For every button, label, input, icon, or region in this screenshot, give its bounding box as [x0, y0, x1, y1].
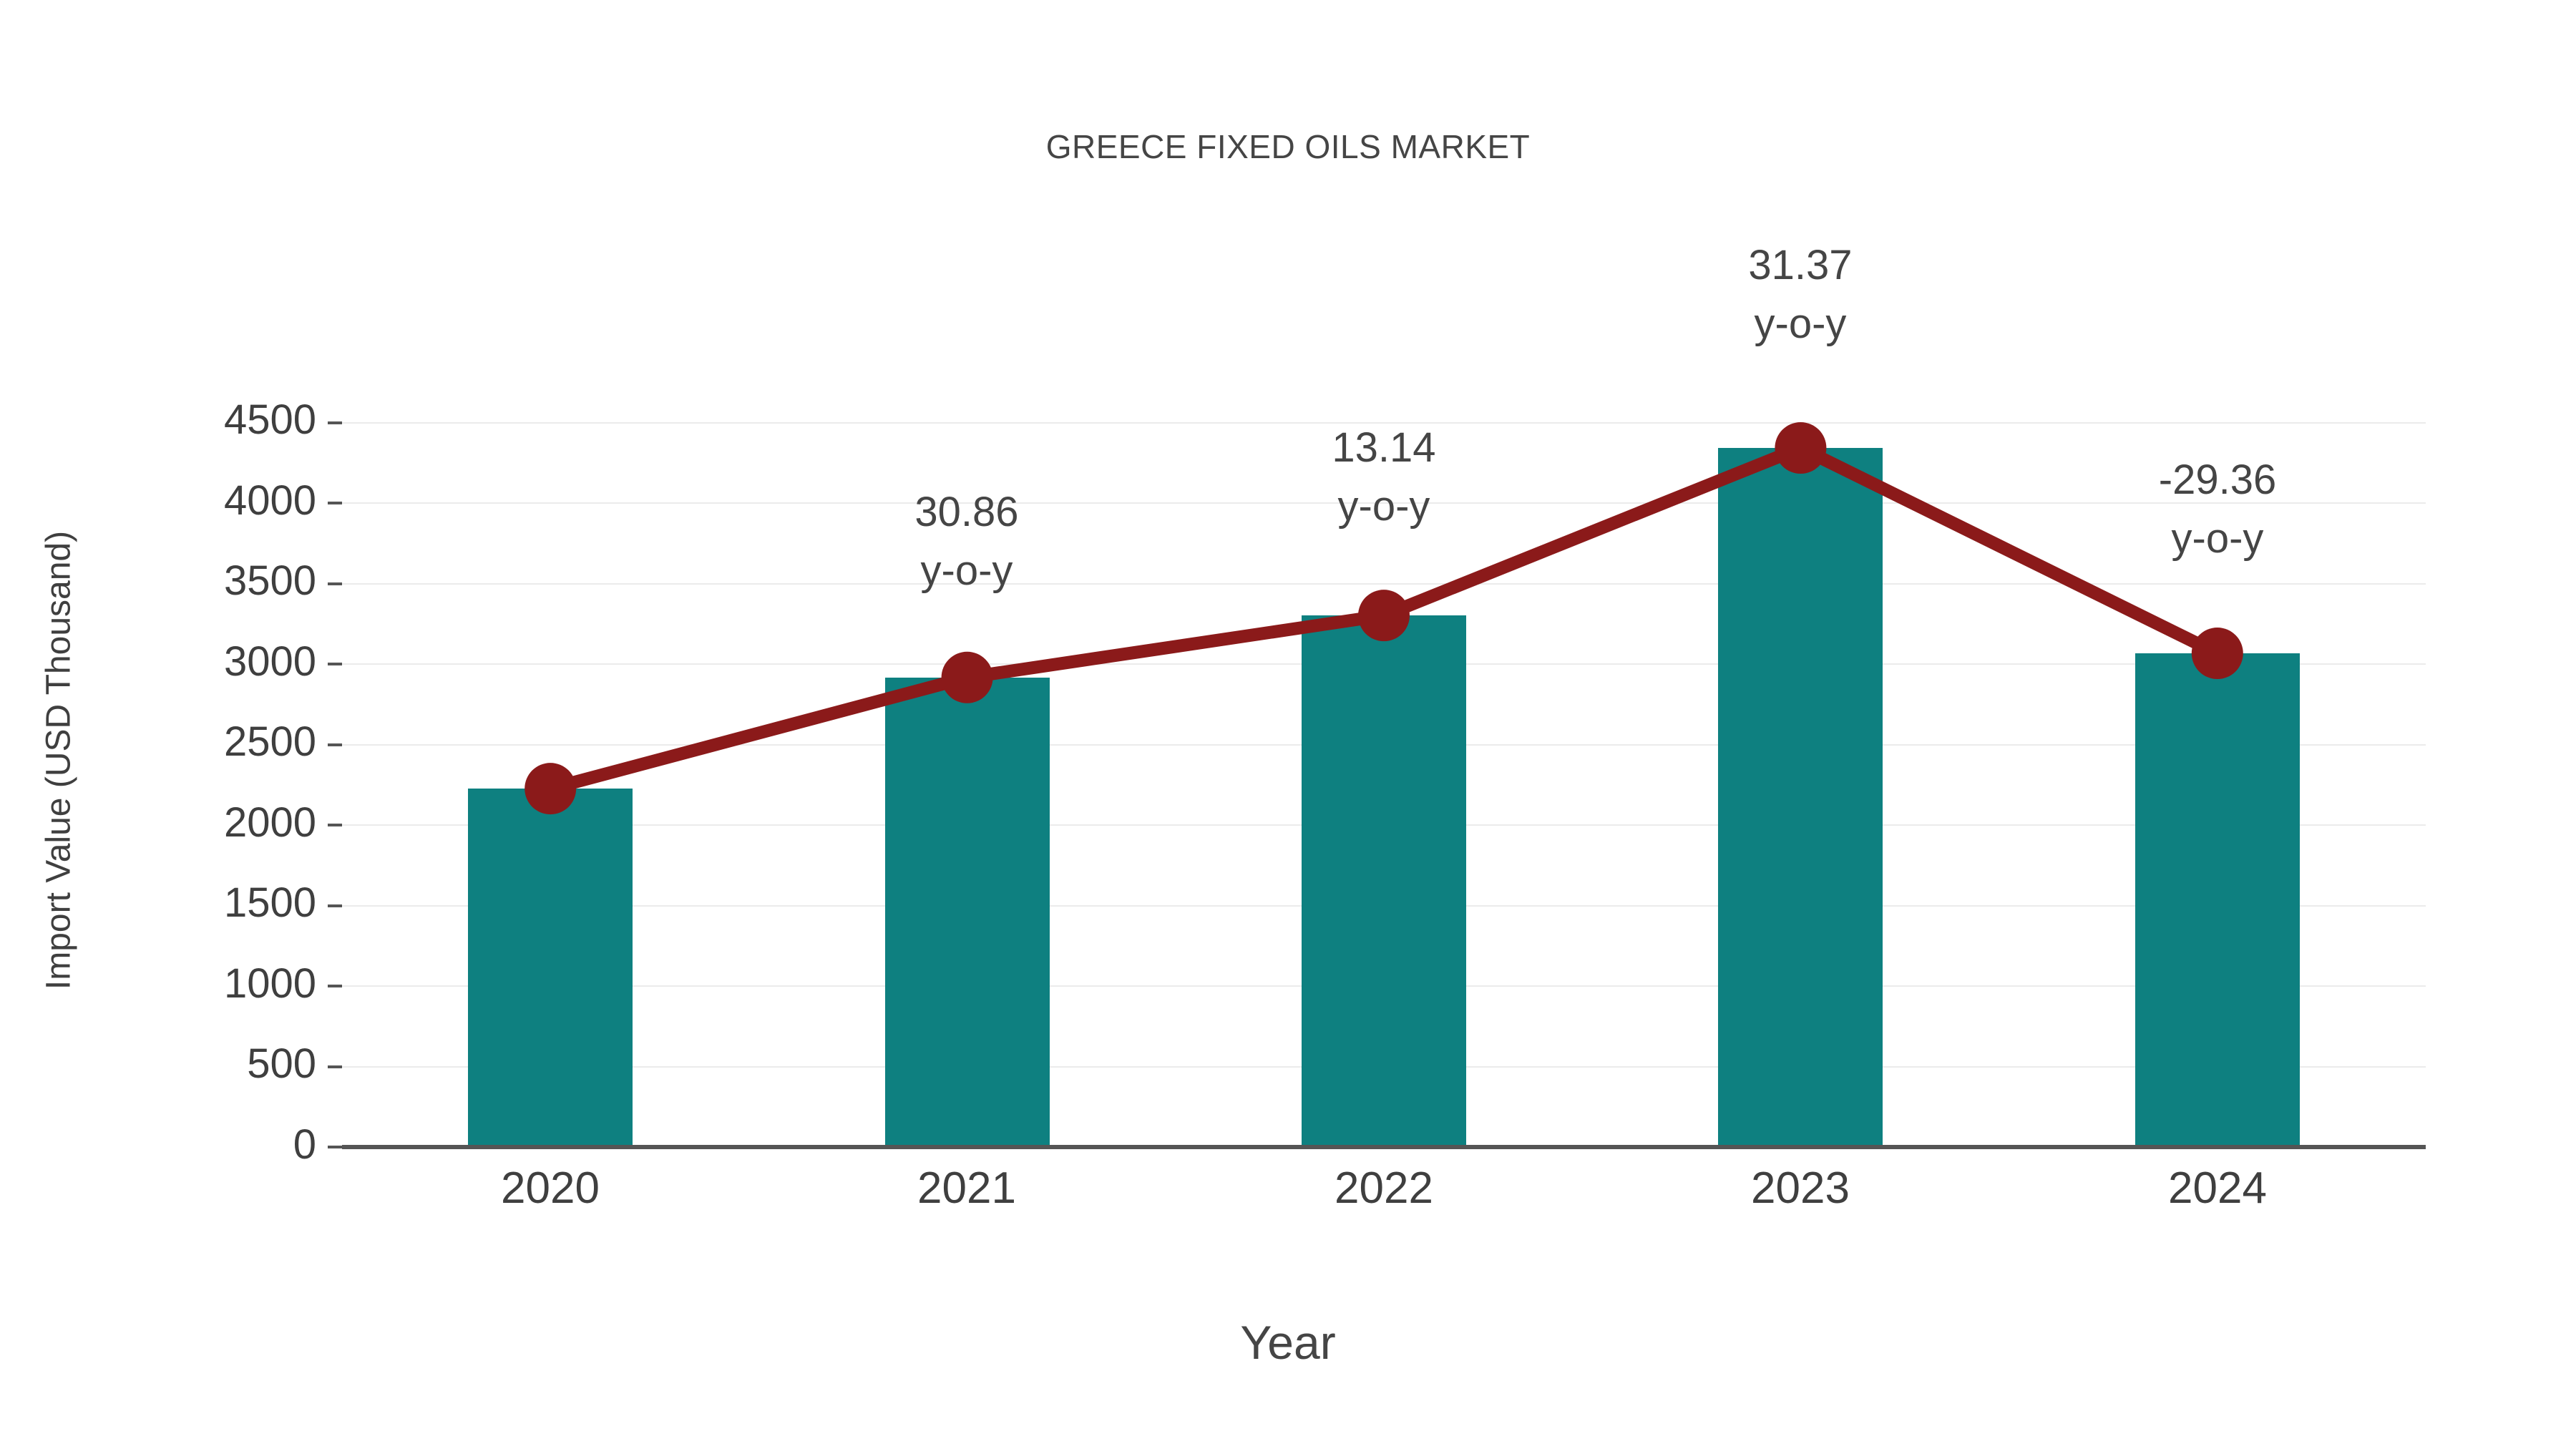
x-axis-title: Year — [1240, 1316, 1336, 1369]
x-tick-label-2023: 2023 — [1751, 1163, 1850, 1213]
y-tick-label-3000: 3000 — [223, 638, 316, 685]
x-tick-label-2024: 2024 — [2168, 1163, 2267, 1213]
annotation-2024-suffix: y-o-y — [2171, 515, 2264, 562]
bar-2021[interactable] — [884, 677, 1050, 1147]
y-tick-label-2000: 2000 — [223, 799, 316, 846]
y-tick-mark-4000 — [328, 502, 342, 504]
y-tick-mark-1500 — [328, 904, 342, 907]
y-tick-label-3500: 3500 — [223, 557, 316, 604]
annotation-2021-value: 30.86 — [914, 489, 1019, 535]
annotation-2022-suffix: y-o-y — [1337, 483, 1430, 530]
y-tick-label-4500: 4500 — [223, 396, 316, 443]
gridline-4500 — [342, 422, 2426, 424]
gridline-3500 — [342, 583, 2426, 585]
annotation-2024-value: -29.36 — [2158, 457, 2277, 503]
y-tick-label-4000: 4000 — [223, 477, 316, 524]
y-axis-title: Import Value (USD Thousand) — [39, 530, 78, 990]
y-tick-mark-4500 — [328, 421, 342, 424]
y-tick-mark-500 — [328, 1065, 342, 1068]
y-tick-mark-2500 — [328, 743, 342, 746]
y-tick-mark-0 — [328, 1146, 342, 1148]
annotation-2021-suffix: y-o-y — [920, 547, 1013, 595]
bar-2022[interactable] — [1301, 615, 1467, 1147]
annotation-2023-suffix: y-o-y — [1754, 301, 1847, 348]
y-tick-mark-1000 — [328, 985, 342, 987]
y-tick-mark-3500 — [328, 582, 342, 585]
bar-2020[interactable] — [468, 789, 633, 1147]
x-axis-line — [342, 1145, 2426, 1149]
bar-2024[interactable] — [2135, 653, 2300, 1147]
y-tick-label-1000: 1000 — [223, 960, 316, 1007]
y-tick-label-1500: 1500 — [223, 879, 316, 926]
annotation-2022-value: 13.14 — [1332, 424, 1436, 471]
annotation-2022: 13.14 y-o-y — [1184, 419, 1584, 537]
annotation-2023: 31.37 y-o-y — [1600, 236, 2001, 354]
annotation-2021: 30.86 y-o-y — [766, 483, 1167, 601]
y-tick-label-500: 500 — [247, 1040, 316, 1087]
y-tick-mark-2000 — [328, 824, 342, 826]
y-tick-label-2500: 2500 — [223, 718, 316, 765]
chart-title: GREECE FIXED OILS MARKET — [1045, 128, 1531, 165]
x-tick-label-2022: 2022 — [1335, 1163, 1433, 1213]
annotation-2024: -29.36 y-o-y — [2017, 451, 2418, 569]
y-tick-mark-3000 — [328, 663, 342, 665]
x-tick-label-2021: 2021 — [917, 1163, 1016, 1213]
y-tick-label-0: 0 — [293, 1121, 316, 1168]
annotation-2023-value: 31.37 — [1748, 242, 1853, 288]
bar-2023[interactable] — [1718, 448, 1883, 1147]
x-tick-label-2020: 2020 — [501, 1163, 600, 1213]
